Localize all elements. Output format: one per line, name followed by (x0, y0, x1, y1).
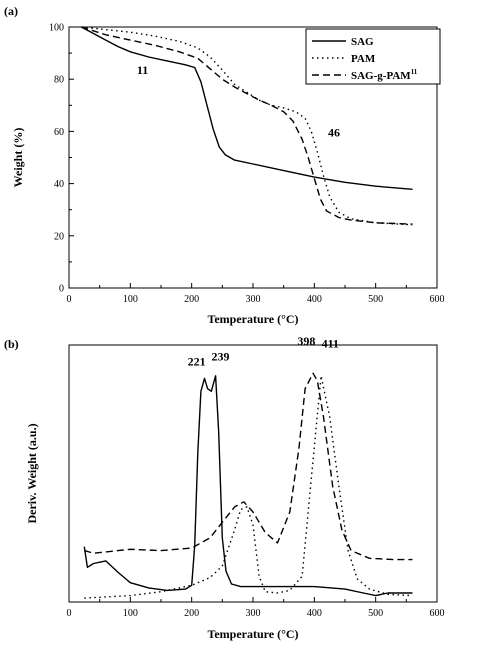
legend-entry-name: SAG (351, 36, 374, 48)
x-tick-label: 400 (307, 608, 322, 619)
legend-entry-name: SAG-g-PAM (351, 70, 411, 82)
peak-annotation: 411 (322, 337, 339, 351)
x-tick-label: 200 (184, 608, 199, 619)
y-tick-label: 60 (54, 127, 64, 138)
legend-entry: SAG (351, 36, 374, 48)
peak-annotation: 11 (137, 63, 148, 77)
series-line-pam (84, 375, 413, 599)
panel-label: (a) (4, 4, 18, 18)
x-tick-label: 600 (430, 608, 445, 619)
y-tick-label: 80 (54, 75, 64, 86)
y-axis-label: Deriv. Weight (a.u.) (25, 423, 39, 523)
legend-entry: PAM (351, 53, 376, 65)
series-line-sag-g-pam (81, 26, 413, 225)
x-axis-label: Temperature (°C) (207, 627, 298, 641)
y-axis-label: Weight (%) (11, 128, 25, 188)
x-tick-label: 500 (368, 608, 383, 619)
panel-label: (b) (4, 337, 19, 351)
legend-entry-superscript: 11 (411, 68, 418, 76)
series-line-sag-g-pam (84, 372, 413, 561)
panel-a-weight-chart: (a) 0 100 200 300 400 500 600 0 20 40 60 80 100 Temper… (4, 4, 445, 326)
legend-entry: SAG-g-PAM11 (351, 68, 418, 82)
x-tick-label: 300 (246, 608, 261, 619)
x-tick-label: 0 (67, 294, 72, 305)
x-tick-label: 200 (184, 294, 199, 305)
series-line-sag (83, 375, 413, 597)
peak-annotation: 221 (188, 355, 206, 369)
y-tick-label: 100 (49, 23, 64, 34)
series-line-pam (81, 26, 413, 226)
x-tick-label: 0 (67, 608, 72, 619)
legend-entry-name: PAM (351, 53, 376, 65)
plot-frame (68, 344, 438, 603)
x-tick-label: 100 (123, 294, 138, 305)
peak-annotation: 239 (211, 349, 229, 363)
y-tick-label: 0 (59, 284, 64, 295)
x-tick-label: 400 (307, 294, 322, 305)
y-tick-label: 40 (54, 179, 64, 190)
x-tick-label: 500 (368, 294, 383, 305)
series-line-sag (80, 26, 413, 190)
x-tick-label: 600 (430, 294, 445, 305)
y-tick-label: 20 (54, 231, 64, 242)
peak-annotation: 398 (297, 334, 315, 348)
x-tick-label: 300 (246, 294, 261, 305)
x-axis-label: Temperature (°C) (207, 312, 298, 326)
peak-annotation: 46 (328, 126, 340, 140)
x-tick-label: 100 (123, 608, 138, 619)
panel-b-derivative-chart: (b) 0 100 200 300 400 500 600 Temperature (°C) De… (4, 334, 445, 641)
